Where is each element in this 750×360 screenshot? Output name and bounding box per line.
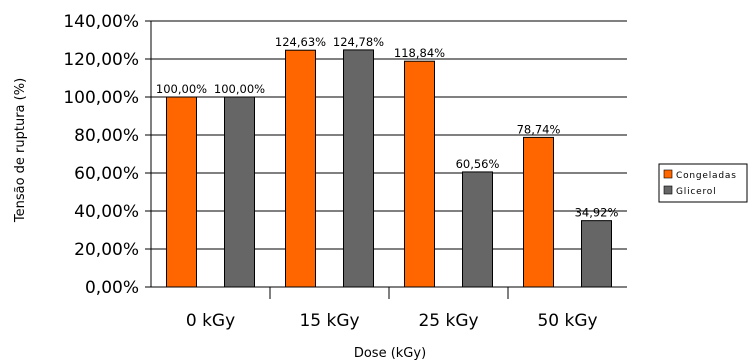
data-label-congeladas: 100,00% [156,82,207,96]
legend-box [658,163,748,203]
x-axis-label: Dose (kGy) [354,346,426,360]
data-labels: 100,00% 100,00% 124,63% 124,78% 118,84% 60,56… [156,35,619,220]
bar-glicerol [462,171,493,288]
y-tick-label: 60,00% [74,164,139,184]
data-label-congeladas: 78,74% [517,122,561,136]
y-axis-label: Tensão de ruptura (%) [13,78,28,223]
axes: 0,00% 20,00% 40,00% 60,00% 80,00% 100,00% 120,… [63,12,627,331]
legend-swatch-congeladas [663,169,673,179]
data-label-glicerol: 124,78% [333,35,384,49]
x-tick-label: 25 kGy [418,311,478,331]
bar-glicerol [581,220,612,288]
x-tick-label: 15 kGy [299,311,359,331]
bar-glicerol [343,49,374,288]
legend-label-glicerol: Glicerol [676,187,716,197]
data-label-glicerol: 100,00% [214,82,265,96]
y-tick-label: 120,00% [63,50,139,70]
bar-glicerol [224,96,255,288]
bar-congeladas [404,60,435,288]
bars [166,49,612,288]
bar-congeladas [285,49,316,288]
legend: Congeladas Glicerol [658,163,748,203]
x-tick-label: 50 kGy [537,311,597,331]
legend-swatch-glicerol [663,185,673,195]
data-label-glicerol: 34,92% [575,206,619,220]
y-tick-label: 0,00% [85,278,139,298]
y-tick-label: 20,00% [74,240,139,260]
y-tick-label: 100,00% [63,88,139,108]
x-tick-label: 0 kGy [186,311,235,331]
data-label-congeladas: 118,84% [394,46,445,60]
y-tick-label: 80,00% [74,126,139,146]
legend-label-congeladas: Congeladas [676,171,737,181]
bar-congeladas [523,136,554,288]
bar-congeladas [166,96,197,288]
data-label-congeladas: 124,63% [275,35,326,49]
y-tick-label: 140,00% [63,12,139,32]
y-tick-label: 40,00% [74,202,139,222]
data-label-glicerol: 60,56% [456,157,500,171]
